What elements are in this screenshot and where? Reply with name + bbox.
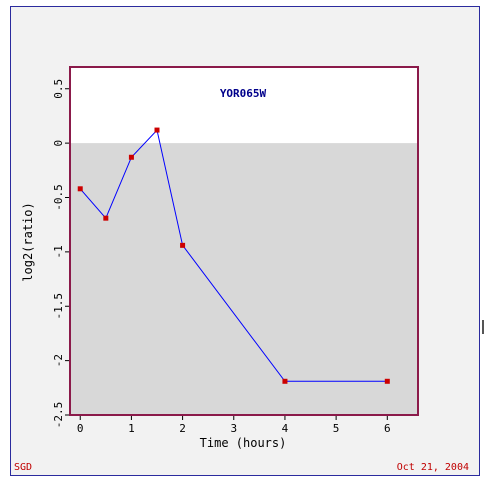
data-point-marker (77, 186, 83, 192)
data-point-marker (282, 378, 288, 384)
y-tick-label: -1.5 (52, 293, 65, 320)
y-axis-ticks: 0.5 0 -0.5 -1 -1.5 -2 -2.5 (52, 79, 70, 428)
y-tick-label: 0.5 (52, 79, 65, 99)
x-tick-label: 0 (77, 422, 84, 435)
y-tick-label: -0.5 (52, 184, 65, 211)
negative-region-shade (70, 143, 418, 415)
x-axis-ticks: 0 1 2 3 4 5 6 (77, 415, 391, 435)
series-markers (77, 127, 390, 384)
plot-border (69, 66, 419, 416)
chart-title: YOR065W (220, 87, 267, 100)
y-axis-label: log2(ratio) (21, 202, 35, 281)
y-tick-label: -1 (52, 245, 65, 258)
x-tick-label: 5 (333, 422, 340, 435)
y-tick-label: -2 (52, 354, 65, 367)
x-tick-label: 2 (179, 422, 186, 435)
data-point-marker (384, 378, 390, 384)
x-tick-label: 4 (282, 422, 289, 435)
footer-source-label: SGD (14, 462, 33, 473)
data-point-marker (180, 242, 186, 248)
data-point-marker (103, 215, 109, 221)
x-axis-label: Time (hours) (200, 436, 287, 450)
x-tick-label: 1 (128, 422, 135, 435)
x-tick-label: 6 (384, 422, 391, 435)
footer-date-label: Oct 21, 2004 (396, 462, 469, 473)
resize-handle[interactable] (482, 320, 484, 334)
x-tick-label: 3 (230, 422, 237, 435)
y-tick-label: -2.5 (52, 402, 65, 429)
data-point-marker (128, 154, 134, 160)
data-point-marker (154, 127, 160, 133)
y-tick-label: 0 (52, 140, 65, 147)
